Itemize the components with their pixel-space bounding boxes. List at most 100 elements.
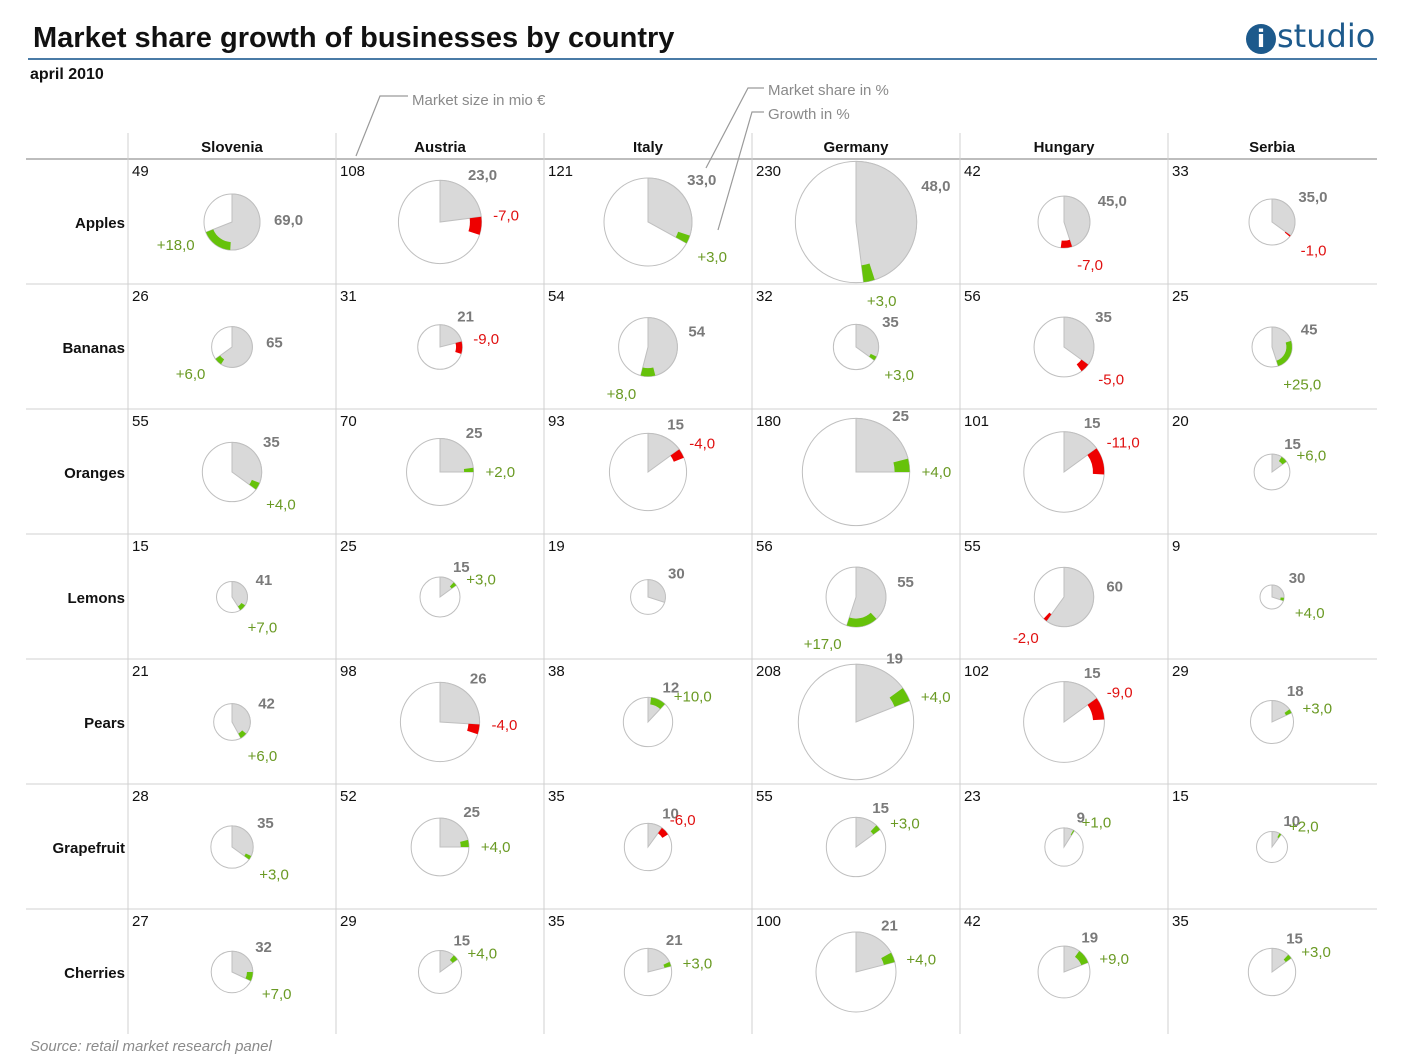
istudio-logo: i studio <box>1244 17 1384 60</box>
market-size-label: 101 <box>964 413 989 430</box>
market-size-label: 15 <box>132 538 149 555</box>
growth-label: -9,0 <box>473 331 499 348</box>
growth-segment <box>1087 698 1105 721</box>
growth-segment <box>1283 954 1292 962</box>
market-size-label: 100 <box>756 913 781 930</box>
market-size-label: 55 <box>756 788 773 805</box>
growth-label: +3,0 <box>867 293 897 310</box>
growth-segment <box>1277 833 1282 838</box>
market-size-label: 56 <box>756 538 773 555</box>
market-share-label: 69,0 <box>274 212 303 229</box>
growth-label: +4,0 <box>481 839 511 856</box>
market-size-label: 56 <box>964 288 981 305</box>
growth-label: +7,0 <box>262 986 292 1003</box>
growth-segment <box>249 479 260 490</box>
row-header-apples: Apples <box>75 215 125 232</box>
market-share-wedge <box>855 417 911 473</box>
growth-label: -6,0 <box>670 812 696 829</box>
market-share-wedge <box>439 438 474 473</box>
market-size-label: 25 <box>340 538 357 555</box>
row-header-grapefruit: Grapefruit <box>52 840 125 857</box>
growth-label: +8,0 <box>607 386 637 403</box>
growth-segment <box>675 231 690 244</box>
market-share-label: 19 <box>886 650 903 667</box>
growth-segment <box>1070 830 1075 836</box>
market-size-label: 32 <box>756 288 773 305</box>
market-size-label: 23 <box>964 788 981 805</box>
growth-label: -1,0 <box>1301 242 1327 259</box>
growth-label: +4,0 <box>266 496 296 513</box>
column-header-germany: Germany <box>823 139 889 156</box>
growth-label: +3,0 <box>466 571 496 588</box>
growth-segment <box>1284 231 1291 237</box>
market-share-wedge <box>1063 316 1095 366</box>
market-share-wedge <box>1063 681 1098 723</box>
growth-segment <box>1060 239 1073 248</box>
market-share-label: 15 <box>453 932 470 949</box>
growth-segment <box>238 730 247 739</box>
growth-label: +9,0 <box>1099 951 1129 968</box>
column-header-slovenia: Slovenia <box>201 139 263 156</box>
market-size-label: 54 <box>548 288 565 305</box>
market-share-label: 21 <box>666 932 683 949</box>
growth-label: +6,0 <box>1297 448 1327 465</box>
market-share-wedge <box>1063 827 1075 849</box>
market-share-label: 41 <box>256 572 273 589</box>
growth-label: +3,0 <box>683 956 713 973</box>
market-share-label: 60 <box>1106 579 1123 596</box>
market-share-label: 15 <box>453 559 470 576</box>
growth-label: -9,0 <box>1107 684 1133 701</box>
growth-segment <box>1284 709 1292 716</box>
row-header-cherries: Cherries <box>64 965 125 982</box>
growth-segment <box>670 449 684 462</box>
growth-segment <box>861 263 875 283</box>
growth-segment <box>468 216 482 235</box>
market-share-label: 10 <box>662 805 679 822</box>
market-share-label: 32 <box>255 939 272 956</box>
market-size-label: 55 <box>964 538 981 555</box>
row-header-pears: Pears <box>84 715 125 732</box>
market-share-label: 25 <box>892 408 909 425</box>
market-size-label: 108 <box>340 163 365 180</box>
market-size-label: 21 <box>132 663 149 680</box>
market-share-label: 30 <box>1289 570 1306 587</box>
market-size-label: 208 <box>756 663 781 680</box>
market-share-label: 45 <box>1301 321 1318 338</box>
market-size-label: 29 <box>340 913 357 930</box>
market-size-label: 38 <box>548 663 565 680</box>
market-share-label: 12 <box>663 680 680 697</box>
growth-label: +3,0 <box>890 816 920 833</box>
market-size-label: 42 <box>964 163 981 180</box>
row-header-lemons: Lemons <box>67 590 125 607</box>
growth-segment <box>237 602 246 611</box>
legend-leader-market-size <box>355 95 408 157</box>
market-share-label: 15 <box>1084 665 1101 682</box>
growth-label: +4,0 <box>921 689 951 706</box>
legend-leader-market-share <box>705 87 764 169</box>
growth-label: +25,0 <box>1283 377 1321 394</box>
market-share-label: 25 <box>466 425 483 442</box>
title-divider <box>28 58 1377 60</box>
growth-segment <box>1278 456 1287 465</box>
growth-segment <box>889 688 910 707</box>
growth-segment <box>650 697 665 710</box>
market-share-wedge <box>647 432 680 473</box>
market-share-label: 21 <box>881 917 898 934</box>
growth-segment <box>663 961 671 968</box>
market-size-label: 15 <box>1172 788 1189 805</box>
market-size-label: 20 <box>1172 413 1189 430</box>
market-size-label: 93 <box>548 413 565 430</box>
growth-label: +3,0 <box>259 866 289 883</box>
market-size-label: 31 <box>340 288 357 305</box>
market-size-label: 25 <box>1172 288 1189 305</box>
market-share-label: 15 <box>667 416 684 433</box>
growth-segment <box>449 582 457 589</box>
market-size-label: 33 <box>1172 163 1189 180</box>
growth-label: -2,0 <box>1013 630 1039 647</box>
growth-segment <box>1276 340 1292 367</box>
market-size-label: 55 <box>132 413 149 430</box>
growth-label: +4,0 <box>1295 605 1325 622</box>
growth-segment <box>460 839 469 847</box>
market-share-wedge <box>1271 198 1296 237</box>
growth-label: -11,0 <box>1107 434 1140 451</box>
